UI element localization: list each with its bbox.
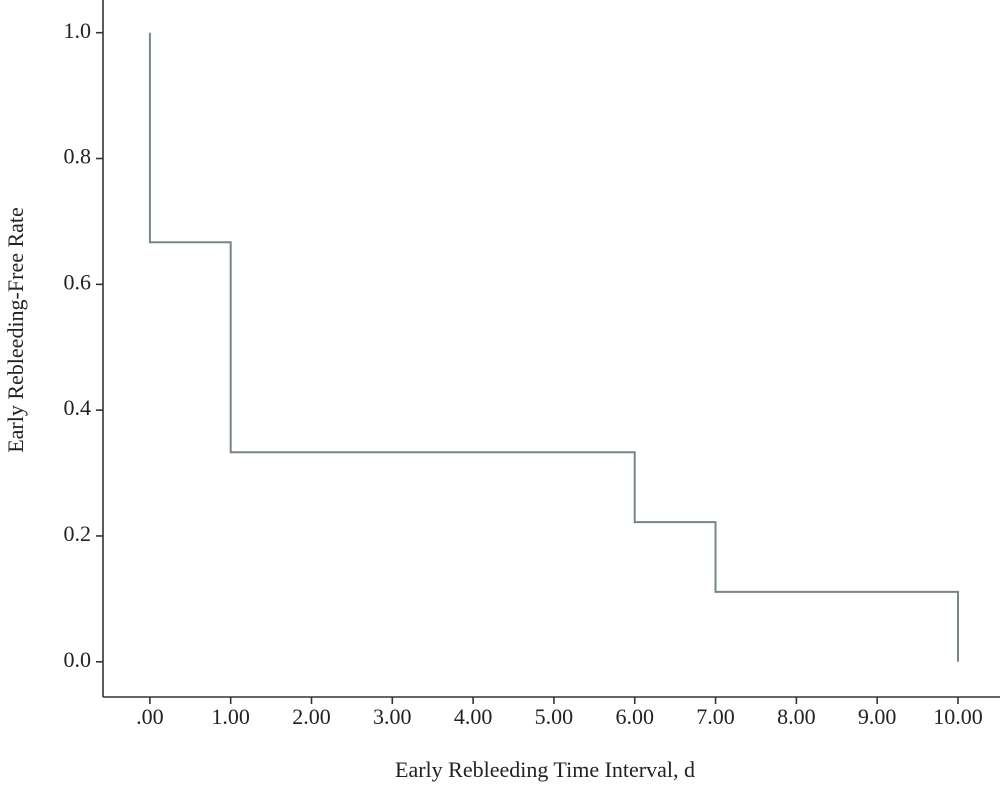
x-tick-label: 4.00 <box>454 704 493 729</box>
x-tick-label: 9.00 <box>858 704 897 729</box>
x-tick-label: 3.00 <box>373 704 412 729</box>
x-tick-label: .00 <box>136 704 164 729</box>
y-tick-label: 0.4 <box>64 395 92 420</box>
y-tick-label: 0.6 <box>64 269 92 294</box>
y-axis-label: Early Rebleeding-Free Rate <box>3 207 28 453</box>
y-tick-label: 0.0 <box>64 647 92 672</box>
x-tick-label: 8.00 <box>777 704 816 729</box>
survival-line <box>148 32 959 662</box>
x-tick-label: 6.00 <box>615 704 654 729</box>
x-tick-label: 7.00 <box>696 704 735 729</box>
y-tick-label: 0.8 <box>64 144 92 169</box>
x-axis-label: Early Rebleeding Time Interval, d <box>395 757 695 782</box>
x-tick-label: 5.00 <box>535 704 574 729</box>
y-tick-label: 0.2 <box>64 521 92 546</box>
x-tick-label: 1.00 <box>211 704 250 729</box>
y-tick-label: 1.0 <box>64 18 92 43</box>
x-tick-label: 2.00 <box>292 704 331 729</box>
x-tick-label: 10.00 <box>933 704 983 729</box>
